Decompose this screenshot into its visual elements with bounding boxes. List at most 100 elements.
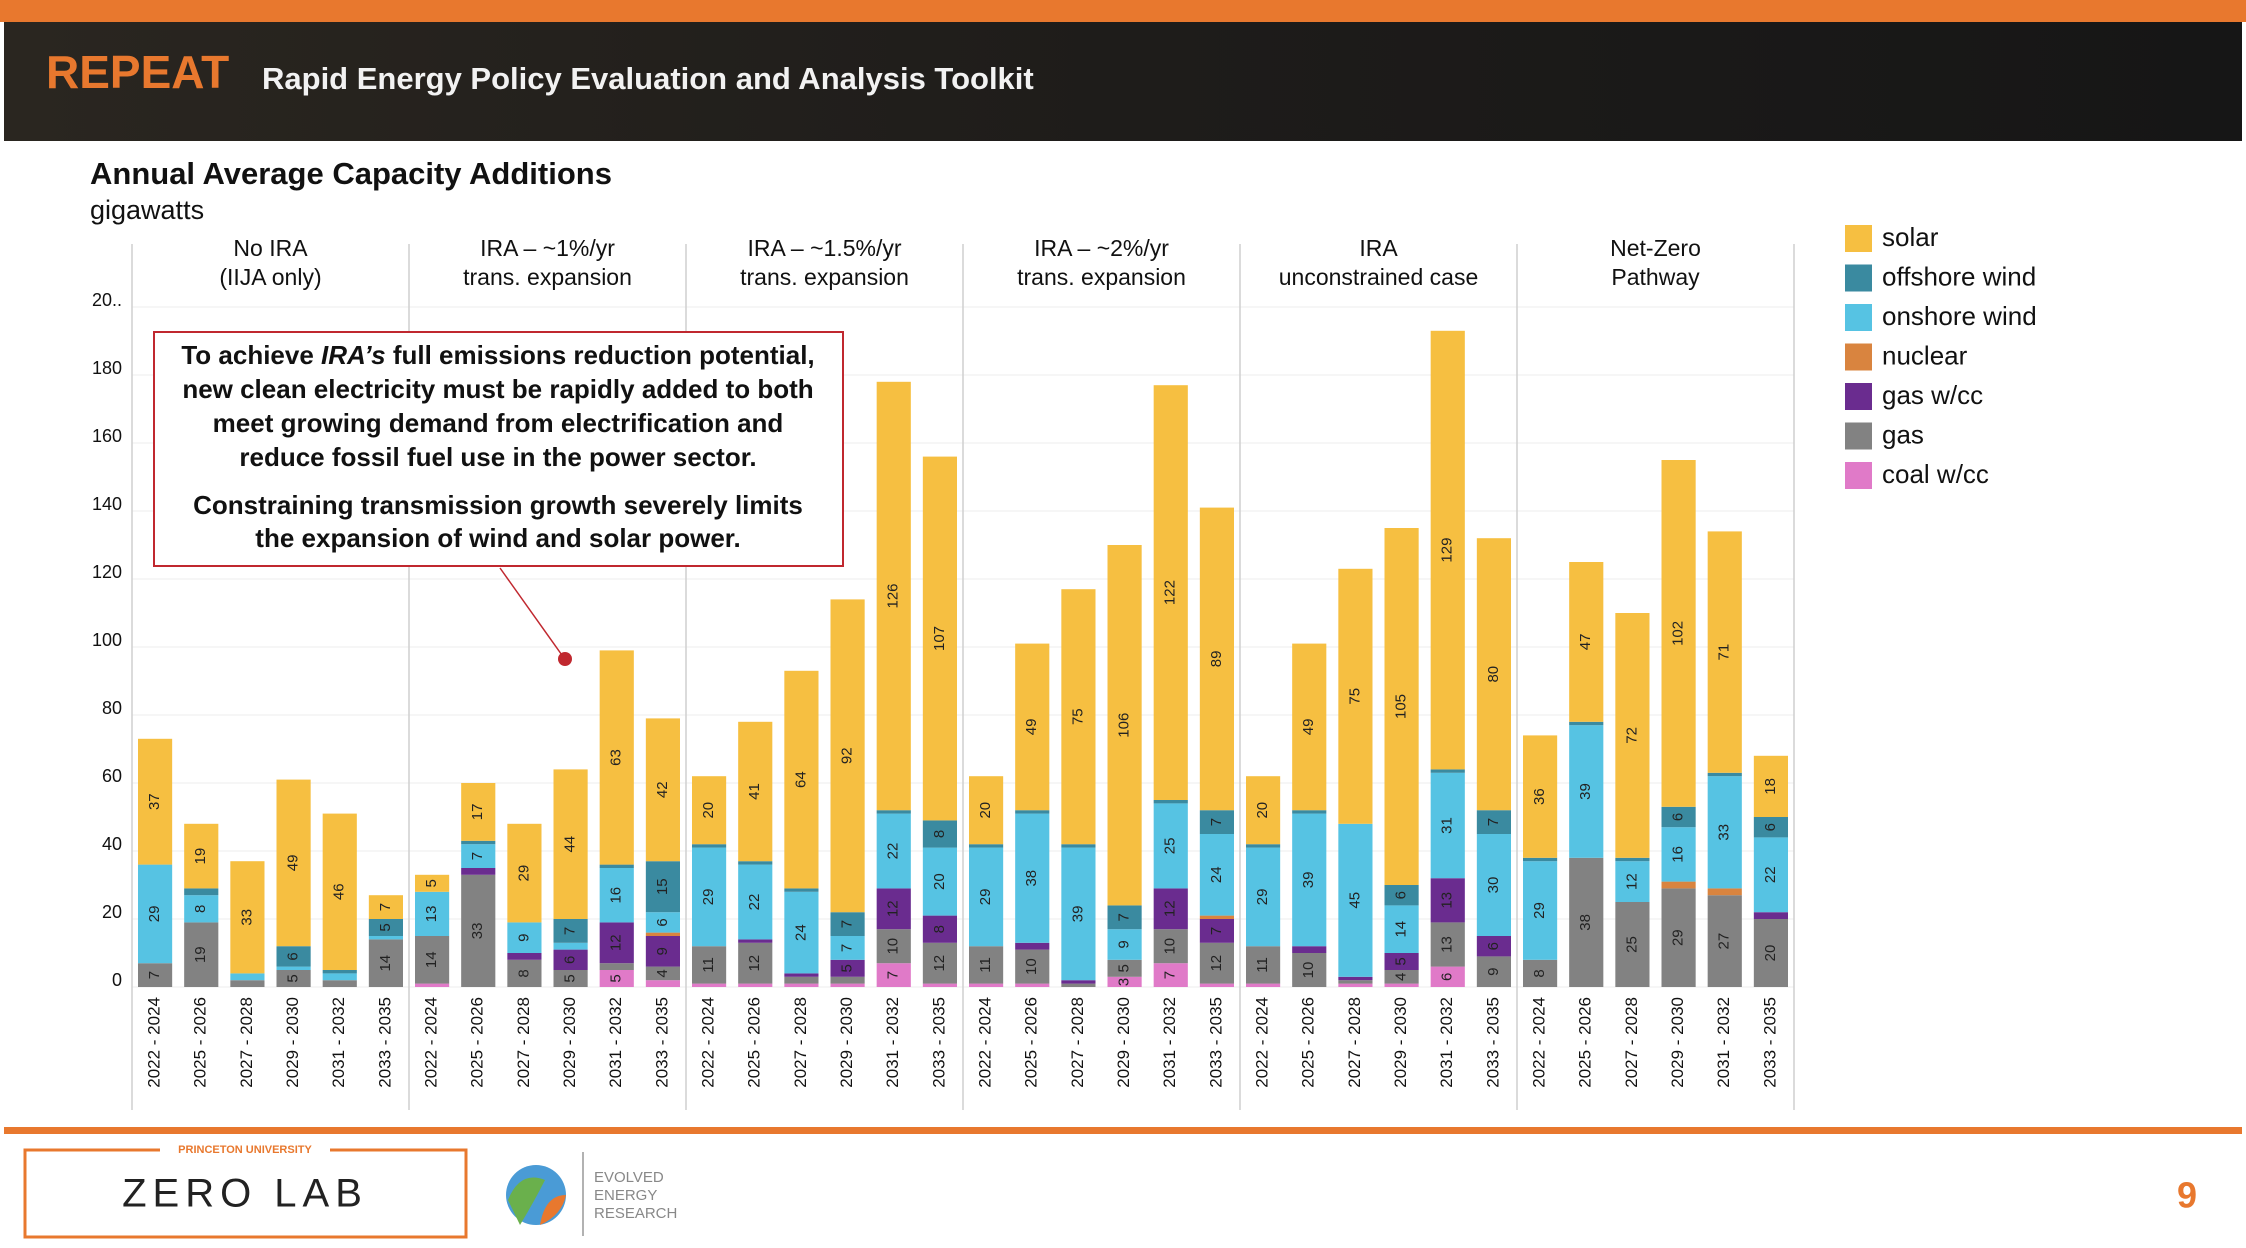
bar-segment	[969, 847, 1004, 947]
bar-segment	[1476, 956, 1511, 987]
value-label: 33	[238, 909, 255, 926]
value-label: 75	[1069, 708, 1086, 725]
x-tick-label: 2033 - 2035	[652, 997, 671, 1088]
value-label: 7	[885, 971, 902, 979]
value-label: 9	[1116, 940, 1133, 948]
bar-segment	[1292, 953, 1327, 987]
bar-segment	[507, 959, 542, 987]
annotation-line: reduce fossil fuel use in the power sect…	[239, 442, 756, 472]
page-number: 9	[2177, 1175, 2197, 1216]
value-label: 7	[469, 852, 486, 860]
bar-segment	[738, 861, 773, 865]
bar-segment	[922, 942, 957, 984]
value-label: 20	[1254, 802, 1271, 819]
bar-segment	[1338, 823, 1373, 977]
legend-swatch	[1845, 304, 1872, 331]
value-label: 13	[1439, 892, 1456, 909]
bar-segment	[784, 976, 819, 984]
bar-segment	[784, 983, 819, 987]
bar-segment	[969, 776, 1004, 845]
value-label: 71	[1716, 644, 1733, 661]
bar-segment	[830, 912, 865, 936]
bar-segment	[599, 963, 634, 970]
x-tick-label: 2025 - 2026	[1576, 997, 1595, 1088]
bar-segment	[830, 936, 865, 960]
value-label: 102	[1670, 621, 1687, 646]
group-title: Pathway	[1611, 264, 1700, 290]
bar-segment	[1338, 568, 1373, 824]
value-label: 7	[1116, 913, 1133, 921]
bar-segment	[645, 980, 680, 987]
value-label: 29	[1670, 929, 1687, 946]
x-tick-label: 2031 - 2032	[883, 997, 902, 1088]
lab-name: ZERO LAB	[122, 1172, 368, 1216]
bar-segment	[922, 915, 957, 943]
value-label: 29	[1531, 902, 1548, 919]
group-title: (IIJA only)	[219, 264, 321, 290]
bar-segment	[1153, 803, 1188, 889]
bar-segment	[922, 820, 957, 848]
bar-segment	[1384, 983, 1419, 987]
bar-segment	[1569, 562, 1604, 722]
bar-segment	[876, 813, 911, 889]
legend-swatch	[1845, 462, 1872, 489]
bar-segment	[553, 942, 588, 950]
legend-label: solar	[1882, 222, 1939, 252]
x-tick-label: 2029 - 2030	[560, 997, 579, 1088]
bar-segment	[738, 942, 773, 984]
value-label: 33	[1716, 824, 1733, 841]
bar-segment	[1338, 983, 1373, 987]
y-tick-label: 100	[92, 630, 122, 650]
annotation-line: Constraining transmission growth severel…	[193, 490, 803, 520]
bar-segment	[1476, 834, 1511, 936]
y-tick-label: 0	[112, 970, 122, 990]
x-tick-label: 2031 - 2032	[606, 997, 625, 1088]
x-tick-label: 2025 - 2026	[1299, 997, 1318, 1088]
value-label: 42	[654, 781, 671, 798]
bar-segment	[1015, 942, 1050, 950]
plot: 0 20 40 60 80 100 120 140 160 180 20.. No IRA (IIJA …	[92, 235, 1795, 1110]
bar-segment	[1292, 810, 1327, 814]
legend-label: onshore wind	[1882, 301, 2037, 331]
bar-segment	[1153, 800, 1188, 804]
bar-segment	[1523, 861, 1558, 960]
bar-segment	[1338, 980, 1373, 984]
y-tick-label: 120	[92, 562, 122, 582]
value-label: 19	[192, 848, 209, 865]
bar-segment	[1569, 721, 1604, 726]
value-label: 20	[931, 873, 948, 890]
bar-segment	[1246, 776, 1281, 845]
bar-segment	[230, 861, 265, 974]
bar-segment	[1430, 330, 1465, 770]
bar-segment	[184, 823, 219, 889]
bar-segment	[1753, 817, 1788, 838]
value-label: 5	[285, 974, 302, 982]
bar-segment	[1523, 959, 1558, 987]
bar-segment	[1753, 919, 1788, 987]
bar-segment	[645, 936, 680, 967]
value-label: 75	[1346, 688, 1363, 705]
y-tick-label: 20..	[92, 290, 122, 310]
brand: REPEAT	[46, 46, 229, 98]
value-label: 30	[1485, 877, 1502, 894]
legend-swatch	[1845, 383, 1872, 410]
value-label: 5	[377, 923, 394, 931]
bar-segment	[322, 973, 357, 981]
value-label: 19	[192, 946, 209, 963]
value-label: 14	[1393, 921, 1410, 938]
x-tick-label: 2029 - 2030	[1391, 997, 1410, 1088]
bar-segment	[507, 953, 542, 960]
value-label: 7	[1485, 818, 1502, 826]
x-tick-label: 2027 - 2028	[1068, 997, 1087, 1088]
value-label: 47	[1577, 634, 1594, 651]
value-label: 38	[1023, 870, 1040, 887]
value-label: 15	[654, 878, 671, 895]
annotation-pointer	[499, 567, 565, 659]
bar-segment	[461, 874, 496, 987]
value-label: 29	[700, 889, 717, 906]
x-tick-label: 2027 - 2028	[237, 997, 256, 1088]
leaf	[540, 1195, 566, 1225]
bar-segment	[1476, 810, 1511, 834]
x-tick-label: 2031 - 2032	[1437, 997, 1456, 1088]
lab-box-gap	[160, 1140, 330, 1160]
